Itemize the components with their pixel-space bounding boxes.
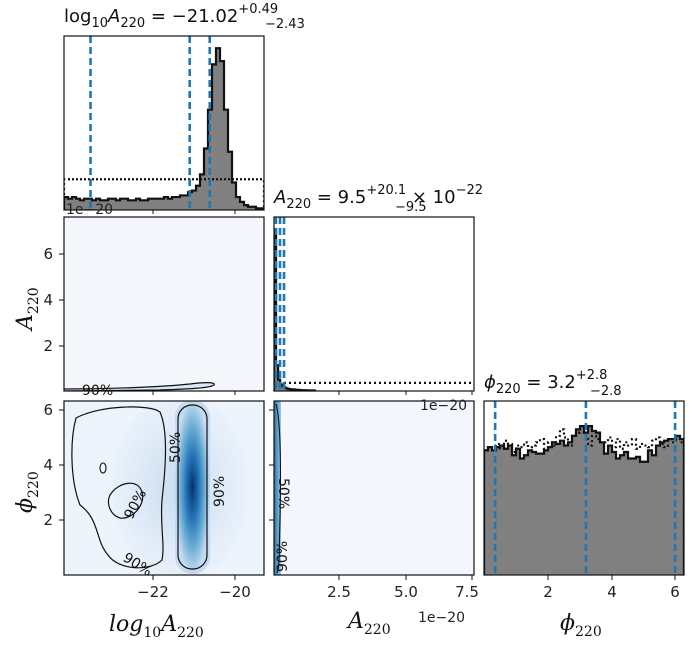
contour-50	[177, 404, 208, 570]
title-phi: ϕ220 = 3.2+2.8	[484, 368, 607, 397]
xtick-phi-1: 4	[607, 583, 617, 601]
ytick-A-1: 4	[43, 291, 53, 309]
quantile-lines	[89, 36, 677, 575]
density-phi-vs-A	[274, 401, 282, 575]
xtick-A-0: 2.5	[327, 583, 351, 601]
xtick-log10A-0: −22	[137, 583, 169, 601]
xlabel-A: A220	[346, 609, 391, 638]
contour-label-90-c: 90%	[212, 476, 228, 507]
title-phi-inf: −2.8	[590, 384, 622, 399]
ytick-A-0: 2	[43, 337, 53, 355]
xlabel-phi: ϕ220	[560, 611, 602, 640]
panel-frames	[63, 35, 685, 576]
hist-phi	[484, 425, 684, 575]
contour-label-50-a: 50%	[168, 432, 184, 463]
hist-log10A-prior	[64, 178, 264, 210]
contour-90-outer	[71, 406, 167, 569]
xtick-log10A-1: −20	[219, 583, 251, 601]
ylabel-phi: ϕ220	[13, 471, 42, 513]
title-A: A220 = 9.5+20.1 × 10−22	[273, 183, 483, 212]
frame-diag-3	[483, 400, 685, 576]
contour-90-A	[64, 382, 215, 391]
panel-21-background	[274, 401, 474, 575]
ytick-A-2: 6	[43, 245, 53, 263]
density-core	[175, 401, 210, 574]
xtick-A-1: 5.0	[394, 583, 418, 601]
density-column	[274, 401, 281, 575]
hist-log10A-fill	[64, 48, 264, 210]
frame-diag-2	[273, 216, 475, 392]
density-phi-vs-log10A	[71, 401, 250, 575]
hist-log10A-outline	[64, 47, 264, 210]
contour-90-island	[107, 482, 144, 519]
ylabel-A: A220	[13, 287, 42, 332]
tick-marks	[59, 210, 676, 580]
density-A-vs-log10A	[64, 382, 215, 391]
hist-phi-fill	[484, 426, 684, 575]
contour-label-90-d: 90%	[275, 541, 291, 572]
hist-A-outline	[274, 228, 317, 391]
contour-90-dot	[99, 462, 107, 474]
contour-90-column	[275, 403, 282, 574]
offset-label-bottom-x: 1e−20	[418, 610, 465, 626]
contour-label-50-b: 50%	[275, 478, 291, 509]
panel-10-background	[64, 217, 264, 391]
ytick-phi-0: 2	[43, 511, 53, 529]
frame-pair-21	[273, 400, 475, 576]
ytick-phi-1: 4	[43, 456, 53, 474]
xtick-phi-0: 2	[543, 583, 553, 601]
xtick-A-2: 7.5	[455, 583, 479, 601]
offset-label-diag1: 1e−20	[66, 202, 113, 218]
hist-A	[274, 228, 474, 391]
title-log10A: log10A220 = −21.02+0.49	[64, 2, 278, 31]
xtick-phi-2: 6	[670, 583, 680, 601]
frame-pair-20	[63, 400, 265, 576]
title-log10A-inf: −2.43	[265, 17, 305, 32]
frame-diag-1	[63, 35, 265, 211]
contour-label-90-A: 90%	[82, 383, 113, 399]
hist-log10A	[64, 47, 264, 210]
offset-label-diag2: 1e−20	[420, 398, 467, 414]
frame-pair-10	[63, 216, 265, 392]
title-A-inf: −9.5	[395, 200, 427, 215]
ytick-phi-2: 6	[43, 401, 53, 419]
hist-phi-outline	[484, 425, 684, 575]
xlabel-log10A: log10A220	[109, 612, 204, 641]
